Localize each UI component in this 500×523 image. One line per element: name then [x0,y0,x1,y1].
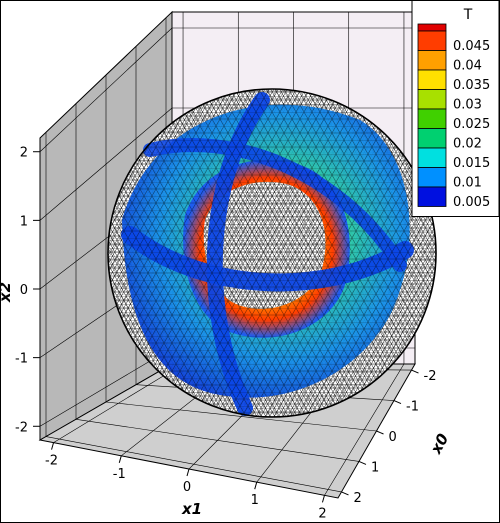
legend-label: 0.04 [453,59,482,74]
tick-label-x2: 1 [20,214,28,229]
floor-gridline-x0 [105,401,377,432]
tick-mark-x1 [321,495,325,503]
legend-label: 0.045 [453,39,490,54]
legend-label: 0.02 [453,137,482,152]
legend-swatch [417,50,447,71]
legend-swatch [417,186,447,207]
legend-label: 0.03 [453,98,482,113]
legend-swatch [417,128,447,149]
tick-label-x0: 2 [354,491,362,506]
legend-swatch [417,89,447,110]
tick-label-x0: -2 [424,369,437,384]
legend-swatch [417,69,447,90]
tick-mark-x0 [358,460,367,465]
legend-label: 0.025 [453,117,490,132]
tick-label-x2: -1 [15,352,28,367]
tick-mark-x1 [51,442,55,450]
legend-label: 0.015 [453,156,490,171]
tick-label-x2: 2 [20,146,28,161]
legend-label: 0.01 [453,176,482,191]
tick-label-x1: -2 [45,454,58,469]
legend-swatch [417,30,447,51]
tick-mark-x1 [186,468,190,477]
tick-label-x0: 0 [389,430,397,445]
floor-gridline-x0 [45,436,342,493]
tick-label-x2: 0 [20,283,28,298]
tick-mark-x0 [341,491,349,496]
sphere-outline [107,88,437,418]
tick-label-x0: 1 [371,460,379,475]
tick-label-x1: -1 [113,467,126,482]
legend-swatch [417,108,447,129]
legend-label: 0.005 [453,195,490,210]
legend-swatch [417,167,447,188]
tick-label-x0: -1 [406,400,419,415]
tick-label-x1: 1 [251,493,259,508]
axis-title-x2: x2 [0,282,14,303]
legend-label: 0.035 [453,78,490,93]
tick-label-x1: 2 [318,506,326,521]
tick-label-x2: -2 [15,420,28,435]
temperature-sphere [107,88,437,418]
axis-title-x1: x1 [181,500,202,518]
legend-swatches: 0.045 0.04 0.035 0.03 0.025 0.02 0.015 0.01 0.00… [417,23,490,210]
tick-label-x1: 0 [183,480,191,495]
floor-gridline-x0 [75,418,360,462]
legend: T 0.0450.040.0350.030.0250.020.0150.010.… [411,0,500,217]
tick-mark-x0 [376,430,384,435]
tick-mark-x1 [254,482,258,490]
tick-mark-x0 [411,369,419,374]
tick-mark-x0 [393,400,402,405]
legend-swatch [417,147,447,168]
legend-top-swatch [417,23,447,32]
surface-mesh [108,89,436,417]
legend-title: T [463,7,473,23]
tick-mark-x1 [118,455,122,463]
